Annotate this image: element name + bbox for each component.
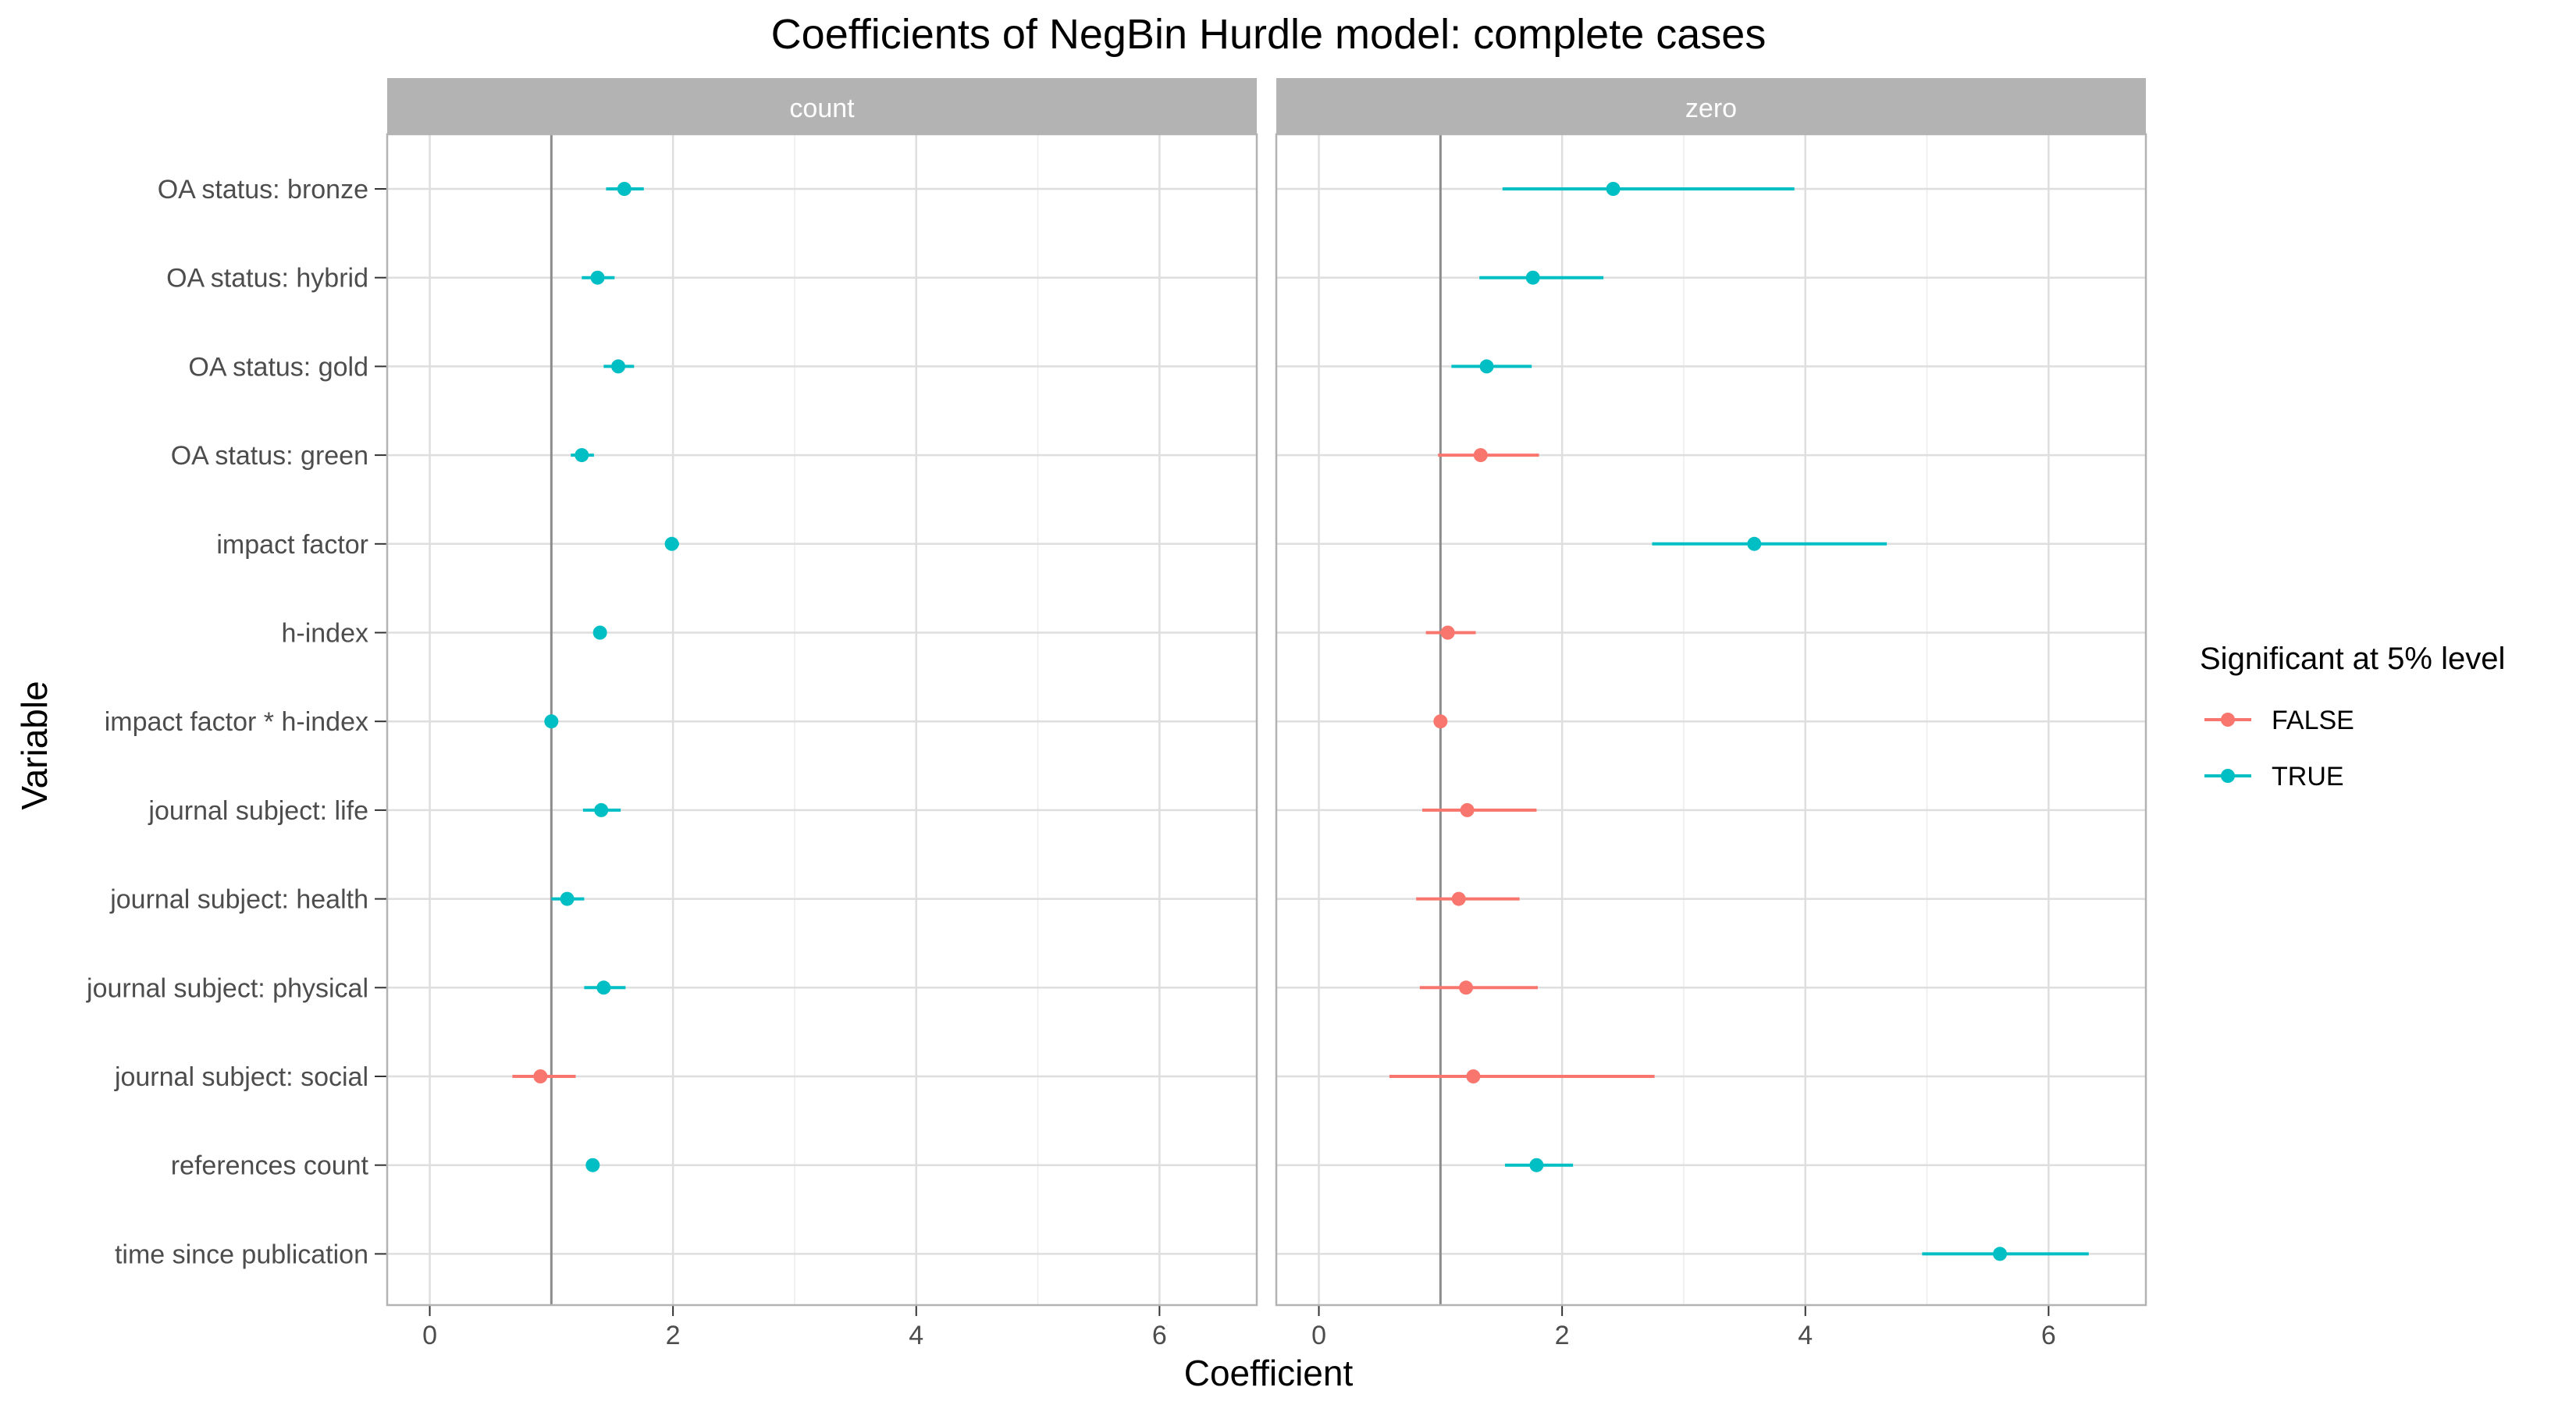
y-tick-label: references count xyxy=(171,1151,369,1181)
point-estimate xyxy=(664,536,679,551)
panel-count: count 0 2 4 6 xyxy=(386,78,1258,1350)
point-estimate xyxy=(1529,1158,1544,1172)
y-tick-label: journal subject: physical xyxy=(86,973,368,1003)
point-estimate xyxy=(1466,1069,1481,1083)
panel-border xyxy=(386,133,1258,1307)
point-estimate xyxy=(560,891,575,906)
facet-strip xyxy=(387,78,1257,134)
panel-border xyxy=(1275,133,2147,1307)
facet-panels: count 0 2 4 6 zero 0 2 4 6 xyxy=(386,78,2147,1350)
point-estimate xyxy=(590,270,605,285)
y-tick-label: impact factor xyxy=(216,530,368,560)
point-estimate xyxy=(1460,802,1475,817)
legend-title: Significant at 5% level xyxy=(2200,642,2505,676)
legend-key-point xyxy=(2221,769,2235,783)
point-estimate xyxy=(1440,625,1455,640)
point-estimate xyxy=(533,1069,548,1083)
point-estimate xyxy=(1606,182,1621,196)
x-tick-label: 6 xyxy=(2041,1321,2056,1350)
y-tick-label: OA status: green xyxy=(171,441,368,471)
y-tick-labels: OA status: bronze OA status: hybrid OA sta… xyxy=(86,175,387,1269)
y-tick-label: journal subject: social xyxy=(114,1062,368,1092)
point-estimate xyxy=(1747,536,1762,551)
x-tick-label: 0 xyxy=(422,1321,437,1350)
point-estimate xyxy=(594,802,609,817)
point-estimate xyxy=(1433,714,1448,729)
y-tick-label: time since publication xyxy=(115,1240,368,1269)
legend: Significant at 5% level FALSE TRUE xyxy=(2200,642,2505,791)
point-estimate xyxy=(1473,448,1488,463)
point-estimate xyxy=(1525,270,1540,285)
point-estimate xyxy=(1993,1247,2008,1261)
x-tick-label: 0 xyxy=(1311,1321,1326,1350)
point-estimate xyxy=(544,714,559,729)
x-tick-label: 4 xyxy=(1798,1321,1813,1350)
x-tick-label: 4 xyxy=(909,1321,923,1350)
facet-strip-label: count xyxy=(789,94,855,123)
y-tick-label: h-index xyxy=(281,619,368,649)
point-estimate xyxy=(575,448,589,463)
facet-strip xyxy=(1276,78,2146,134)
legend-label: FALSE xyxy=(2272,706,2354,735)
chart-title: Coefficients of NegBin Hurdle model: com… xyxy=(771,11,1767,58)
point-estimate xyxy=(617,182,632,196)
point-estimate xyxy=(1451,891,1466,906)
point-estimate xyxy=(1479,359,1494,374)
x-axis-title: Coefficient xyxy=(1184,1353,1354,1393)
point-estimate xyxy=(592,625,607,640)
point-estimate xyxy=(611,359,626,374)
point-estimate xyxy=(1459,980,1474,995)
x-tick-label: 6 xyxy=(1152,1321,1167,1350)
x-tick-label: 2 xyxy=(1555,1321,1570,1350)
legend-key-point xyxy=(2221,713,2235,727)
y-tick-label: impact factor * h-index xyxy=(105,707,368,737)
y-tick-label: OA status: gold xyxy=(188,352,368,382)
y-tick-label: OA status: hybrid xyxy=(166,264,368,293)
point-estimate xyxy=(596,980,611,995)
y-tick-label: OA status: bronze xyxy=(158,175,368,205)
point-estimate xyxy=(585,1158,600,1172)
y-axis-title: Variable xyxy=(14,681,55,809)
x-tick-label: 2 xyxy=(666,1321,681,1350)
legend-label: TRUE xyxy=(2272,762,2344,791)
facet-strip-label: zero xyxy=(1685,94,1737,123)
y-tick-label: journal subject: life xyxy=(148,796,368,826)
panel-zero: zero 0 2 4 6 xyxy=(1275,78,2147,1350)
y-tick-label: journal subject: health xyxy=(109,885,368,915)
